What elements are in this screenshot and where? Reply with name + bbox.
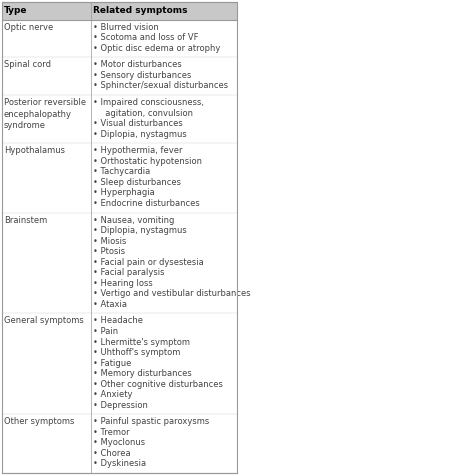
Text: • Fatigue: • Fatigue	[93, 359, 132, 368]
Text: • Sensory disturbances: • Sensory disturbances	[93, 71, 191, 80]
Text: • Ptosis: • Ptosis	[93, 247, 126, 256]
Text: Type: Type	[4, 6, 27, 15]
Text: • Diplopia, nystagmus: • Diplopia, nystagmus	[93, 226, 187, 235]
Text: Optic nerve: Optic nerve	[4, 23, 53, 32]
Text: • Pain: • Pain	[93, 327, 118, 336]
Text: • Headache: • Headache	[93, 316, 143, 325]
Text: • Diplopia, nystagmus: • Diplopia, nystagmus	[93, 130, 187, 139]
Text: • Painful spastic paroxysms: • Painful spastic paroxysms	[93, 418, 210, 426]
Text: • Optic disc edema or atrophy: • Optic disc edema or atrophy	[93, 44, 221, 53]
Text: agitation, convulsion: agitation, convulsion	[100, 109, 193, 118]
Text: • Myoclonus: • Myoclonus	[93, 438, 146, 447]
Text: • Vertigo and vestibular disturbances: • Vertigo and vestibular disturbances	[93, 289, 251, 298]
Bar	[2, 143, 237, 212]
Bar	[2, 19, 237, 57]
Text: Spinal cord: Spinal cord	[4, 60, 51, 69]
Text: • Impaired consciousness,: • Impaired consciousness,	[93, 98, 204, 107]
Bar	[2, 414, 237, 473]
Bar	[2, 95, 237, 143]
Text: • Nausea, vomiting: • Nausea, vomiting	[93, 216, 175, 225]
Bar	[2, 314, 237, 414]
Text: • Memory disturbances: • Memory disturbances	[93, 369, 192, 378]
Text: • Sleep disturbances: • Sleep disturbances	[93, 178, 181, 187]
Text: • Dyskinesia: • Dyskinesia	[93, 459, 146, 468]
Bar	[2, 2, 237, 473]
Text: • Tremor: • Tremor	[93, 428, 130, 437]
Text: • Scotoma and loss of VF: • Scotoma and loss of VF	[93, 33, 199, 42]
Text: Other symptoms: Other symptoms	[4, 418, 74, 426]
Text: General symptoms: General symptoms	[4, 316, 84, 325]
Text: Hypothalamus: Hypothalamus	[4, 146, 65, 155]
Text: • Other cognitive disturbances: • Other cognitive disturbances	[93, 380, 223, 389]
Text: • Hyperphagia: • Hyperphagia	[93, 189, 155, 198]
Bar	[2, 2, 237, 19]
Bar	[2, 57, 237, 95]
Text: • Facial pain or dysestesia: • Facial pain or dysestesia	[93, 258, 204, 266]
Text: • Ataxia: • Ataxia	[93, 300, 128, 309]
Text: • Depression: • Depression	[93, 401, 148, 409]
Text: Posterior reversible
encephalopathy
syndrome: Posterior reversible encephalopathy synd…	[4, 98, 86, 130]
Bar	[2, 212, 237, 314]
Text: • Anxiety: • Anxiety	[93, 390, 133, 399]
Text: • Tachycardia: • Tachycardia	[93, 167, 151, 176]
Text: • Uhthoff's symptom: • Uhthoff's symptom	[93, 348, 181, 357]
Text: • Sphincter/sexual disturbances: • Sphincter/sexual disturbances	[93, 82, 228, 90]
Text: • Facial paralysis: • Facial paralysis	[93, 268, 165, 277]
Text: • Endocrine disturbances: • Endocrine disturbances	[93, 199, 200, 208]
Text: • Hypothermia, fever: • Hypothermia, fever	[93, 146, 183, 155]
Text: • Miosis: • Miosis	[93, 237, 127, 246]
Text: • Chorea: • Chorea	[93, 449, 131, 458]
Text: • Blurred vision: • Blurred vision	[93, 23, 159, 32]
Text: • Hearing loss: • Hearing loss	[93, 279, 153, 288]
Text: • Orthostatic hypotension: • Orthostatic hypotension	[93, 157, 202, 166]
Text: • Visual disturbances: • Visual disturbances	[93, 119, 183, 128]
Text: • Lhermitte's symptom: • Lhermitte's symptom	[93, 338, 190, 346]
Text: Related symptoms: Related symptoms	[93, 6, 188, 15]
Text: • Motor disturbances: • Motor disturbances	[93, 60, 182, 69]
Text: Brainstem: Brainstem	[4, 216, 47, 225]
